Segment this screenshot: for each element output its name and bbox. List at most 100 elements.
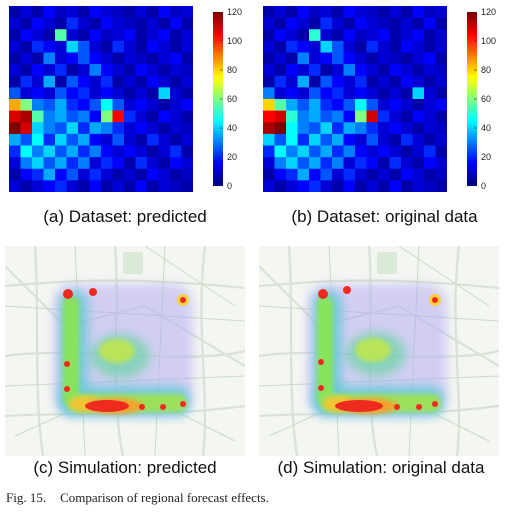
heatmap-cell [20, 99, 33, 111]
heatmap-cell [55, 145, 67, 158]
heatmap-cell [147, 145, 159, 158]
colorbar-tick-label: 120 [227, 6, 243, 17]
heatmap-cell [147, 75, 159, 88]
heatmap-cell [43, 99, 56, 111]
colorbar-segment [467, 171, 477, 175]
heatmap-cell [366, 6, 379, 18]
colorbar-segment [467, 136, 477, 141]
colorbar-segment [467, 84, 477, 88]
colorbar-segment [467, 154, 477, 158]
heatmap-cell [135, 122, 148, 135]
heatmap-cell [20, 6, 33, 18]
heatmap-cell [170, 168, 182, 181]
heatmap-cell [401, 29, 413, 42]
colorbar-segment [467, 119, 477, 123]
heatmap-cell [124, 40, 136, 53]
colorbar-segment [213, 107, 223, 112]
heatmap-cell [9, 87, 21, 100]
heatmap-cell [78, 122, 90, 135]
colorbar-segment [213, 104, 223, 109]
heatmap-cell [32, 17, 44, 30]
heatmap-cell [343, 40, 356, 53]
heatmap-cell [101, 40, 113, 53]
heatmap-cell [274, 110, 287, 123]
heatmap-cell [412, 180, 425, 192]
heatmap-cell [147, 17, 159, 30]
heatmap-cell [389, 133, 402, 146]
heatmap-cell [158, 99, 171, 111]
heatmap-cell [89, 145, 102, 158]
heatmap-cell [435, 29, 447, 42]
heatmap-cell [412, 145, 425, 158]
heatmap-cell [320, 75, 333, 88]
heatmap-cell [435, 133, 447, 146]
heatmap-cell [297, 52, 310, 65]
colorbar-segment [467, 20, 477, 25]
heatmap-cell [401, 180, 413, 192]
heatmap-cell [309, 157, 321, 170]
heatmap-cell [32, 168, 44, 181]
colorbar-segment [467, 78, 477, 83]
heatmap-cell [32, 180, 44, 192]
heatmap-cell [355, 87, 367, 100]
heatmap-cell [332, 122, 344, 135]
heatmap-cell [66, 157, 79, 170]
heatmap-cell [66, 122, 79, 135]
heatmap-cell [9, 52, 21, 65]
heatmap-cell [320, 145, 333, 158]
figure-label: Fig. 15. [6, 490, 47, 505]
colorbar-segment [213, 168, 223, 172]
heatmap-cell [66, 40, 79, 53]
heat-overlay-c [53, 284, 193, 416]
heatmap-cell [89, 6, 102, 18]
heatmap-cell [401, 145, 413, 158]
heatmap-cell [55, 64, 67, 77]
heatmap-cell [343, 75, 356, 88]
heatmap-cell [101, 122, 113, 135]
colorbar-segment [467, 142, 477, 146]
heatmap-cell [274, 75, 287, 88]
colorbar-segment [467, 93, 477, 97]
heatmap-cell [297, 6, 310, 18]
colorbar-segment [213, 93, 223, 97]
heatmap-cell [20, 145, 33, 158]
heatmap-cell [320, 180, 333, 192]
colorbar-tick-label: 100 [227, 35, 243, 46]
heatmap-cell [412, 133, 425, 146]
heatmap-cell [332, 99, 344, 111]
heatmap-cell [78, 52, 90, 65]
heatmap-cell [366, 122, 379, 135]
heatmap-cell [378, 157, 390, 170]
heatmap-cell [101, 29, 113, 42]
heatmap-cell [309, 87, 321, 100]
heatmap-cell [124, 110, 136, 123]
heatmap-cell [32, 64, 44, 77]
heatmap-cell [89, 133, 102, 146]
heatmap-cell [263, 87, 275, 100]
colorbar-segment [213, 96, 223, 100]
colorbar-segment [213, 165, 223, 170]
heatmap-cell [412, 87, 425, 100]
heatmap-cell [435, 52, 447, 65]
heatmap-cell [320, 40, 333, 53]
heatmap-cell [355, 99, 367, 111]
heatmap-cell [343, 29, 356, 42]
heatmap-cell [435, 145, 447, 158]
heatmap-cell [378, 17, 390, 30]
heatmap-cell [378, 168, 390, 181]
colorbar-segment [213, 14, 223, 19]
colorbar-segment [213, 12, 223, 16]
colorbar-segment [213, 136, 223, 141]
heatmap-cell [135, 180, 148, 192]
heatmap-cell [343, 6, 356, 18]
heatmap-cell [135, 17, 148, 30]
heatmap-cell [32, 145, 44, 158]
heatmap-cell [274, 17, 287, 30]
heatmap-cell [32, 87, 44, 100]
colorbar-segment [213, 32, 223, 36]
colorbar-segment [213, 116, 223, 120]
heatmap-cell [355, 52, 367, 65]
colorbar-tick-label: 60 [227, 93, 238, 104]
heatmap-cell [147, 157, 159, 170]
heatmap-cell [401, 52, 413, 65]
